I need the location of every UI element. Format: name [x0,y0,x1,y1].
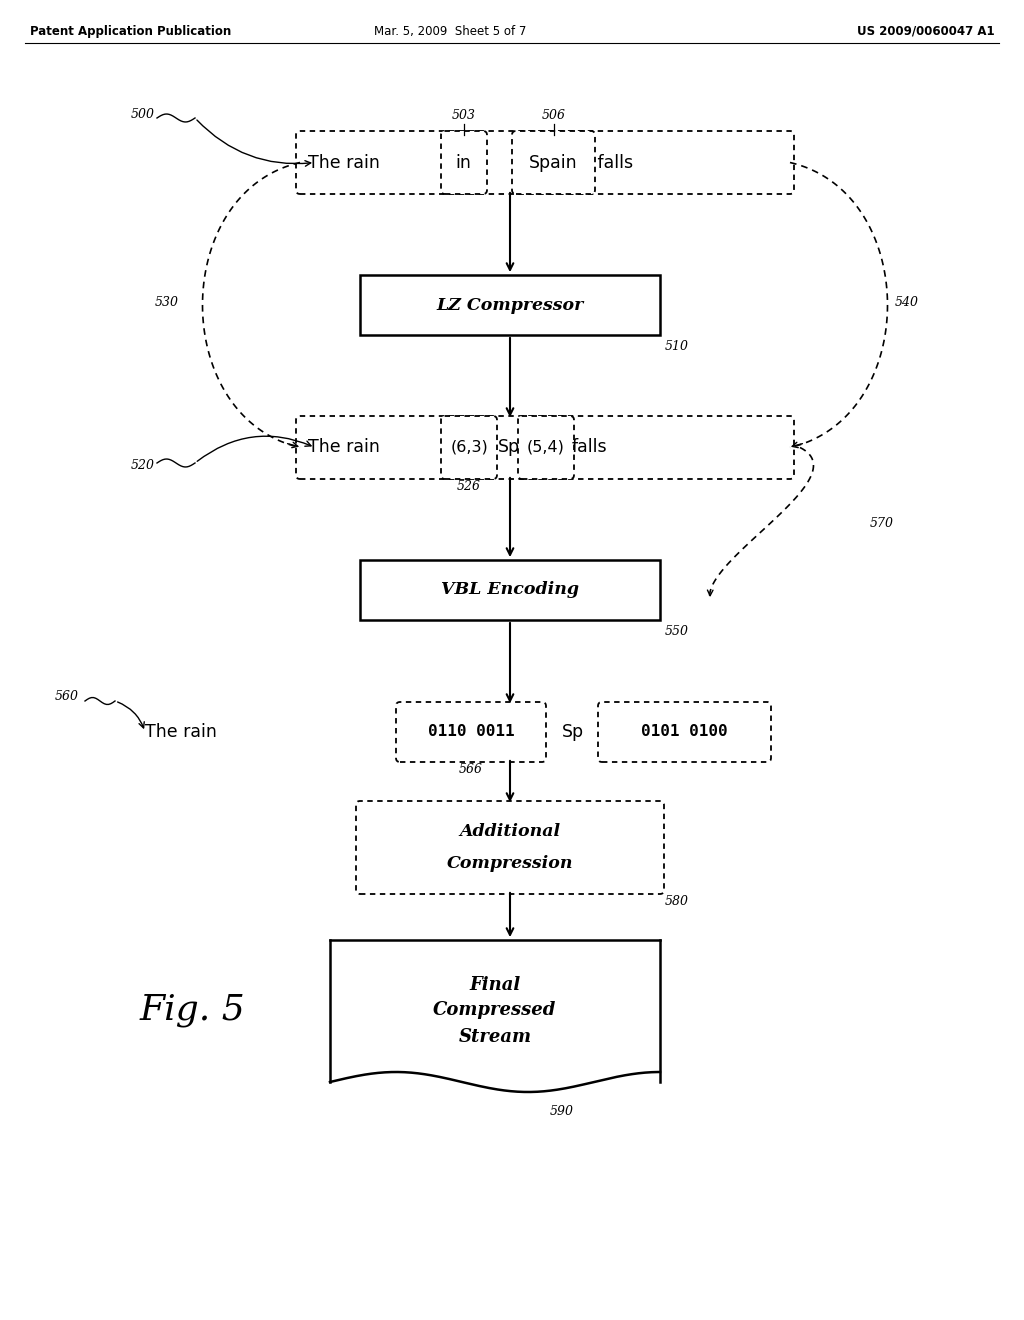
Text: in: in [456,153,471,172]
Text: 500: 500 [131,108,155,121]
FancyBboxPatch shape [441,131,487,194]
Text: 520: 520 [131,458,155,471]
Text: US 2009/0060047 A1: US 2009/0060047 A1 [857,25,995,38]
FancyBboxPatch shape [512,131,595,194]
FancyBboxPatch shape [296,416,794,479]
Text: (6,3): (6,3) [451,440,487,455]
Text: The rain: The rain [308,153,385,172]
FancyBboxPatch shape [296,131,794,194]
Text: falls: falls [592,153,633,172]
Text: 550: 550 [665,624,689,638]
Text: Sp: Sp [498,438,520,457]
FancyBboxPatch shape [518,416,574,479]
Text: 526: 526 [457,480,481,492]
Text: Final: Final [469,975,520,994]
Text: 503: 503 [452,110,475,121]
Text: 570: 570 [870,517,894,531]
Text: 540: 540 [895,296,919,309]
Bar [360,275,660,335]
Text: Compression: Compression [446,855,573,873]
Text: LZ Compressor: LZ Compressor [436,297,584,314]
Bar [360,560,660,620]
FancyBboxPatch shape [441,416,497,479]
FancyBboxPatch shape [396,702,546,762]
Text: Additional: Additional [460,822,560,840]
Text: Stream: Stream [459,1028,531,1045]
Text: 530: 530 [155,296,179,309]
Text: 580: 580 [665,895,689,908]
FancyBboxPatch shape [356,801,664,894]
Text: The rain: The rain [145,723,222,741]
Text: Fig. 5: Fig. 5 [140,993,246,1027]
Text: falls: falls [572,438,607,457]
Text: Patent Application Publication: Patent Application Publication [30,25,231,38]
Text: The rain: The rain [308,438,385,457]
Text: Compressed: Compressed [433,1001,557,1019]
Text: Spain: Spain [529,153,578,172]
FancyBboxPatch shape [598,702,771,762]
Text: (5,4): (5,4) [527,440,565,455]
Text: 560: 560 [55,689,79,702]
Text: VBL Encoding: VBL Encoding [441,582,579,598]
Text: 510: 510 [665,341,689,352]
Text: 566: 566 [459,763,483,776]
Text: 0101 0100: 0101 0100 [641,725,728,739]
Text: 590: 590 [550,1105,574,1118]
Text: Sp: Sp [562,723,584,741]
Text: 0110 0011: 0110 0011 [428,725,514,739]
Text: Mar. 5, 2009  Sheet 5 of 7: Mar. 5, 2009 Sheet 5 of 7 [374,25,526,38]
Text: 506: 506 [542,110,565,121]
